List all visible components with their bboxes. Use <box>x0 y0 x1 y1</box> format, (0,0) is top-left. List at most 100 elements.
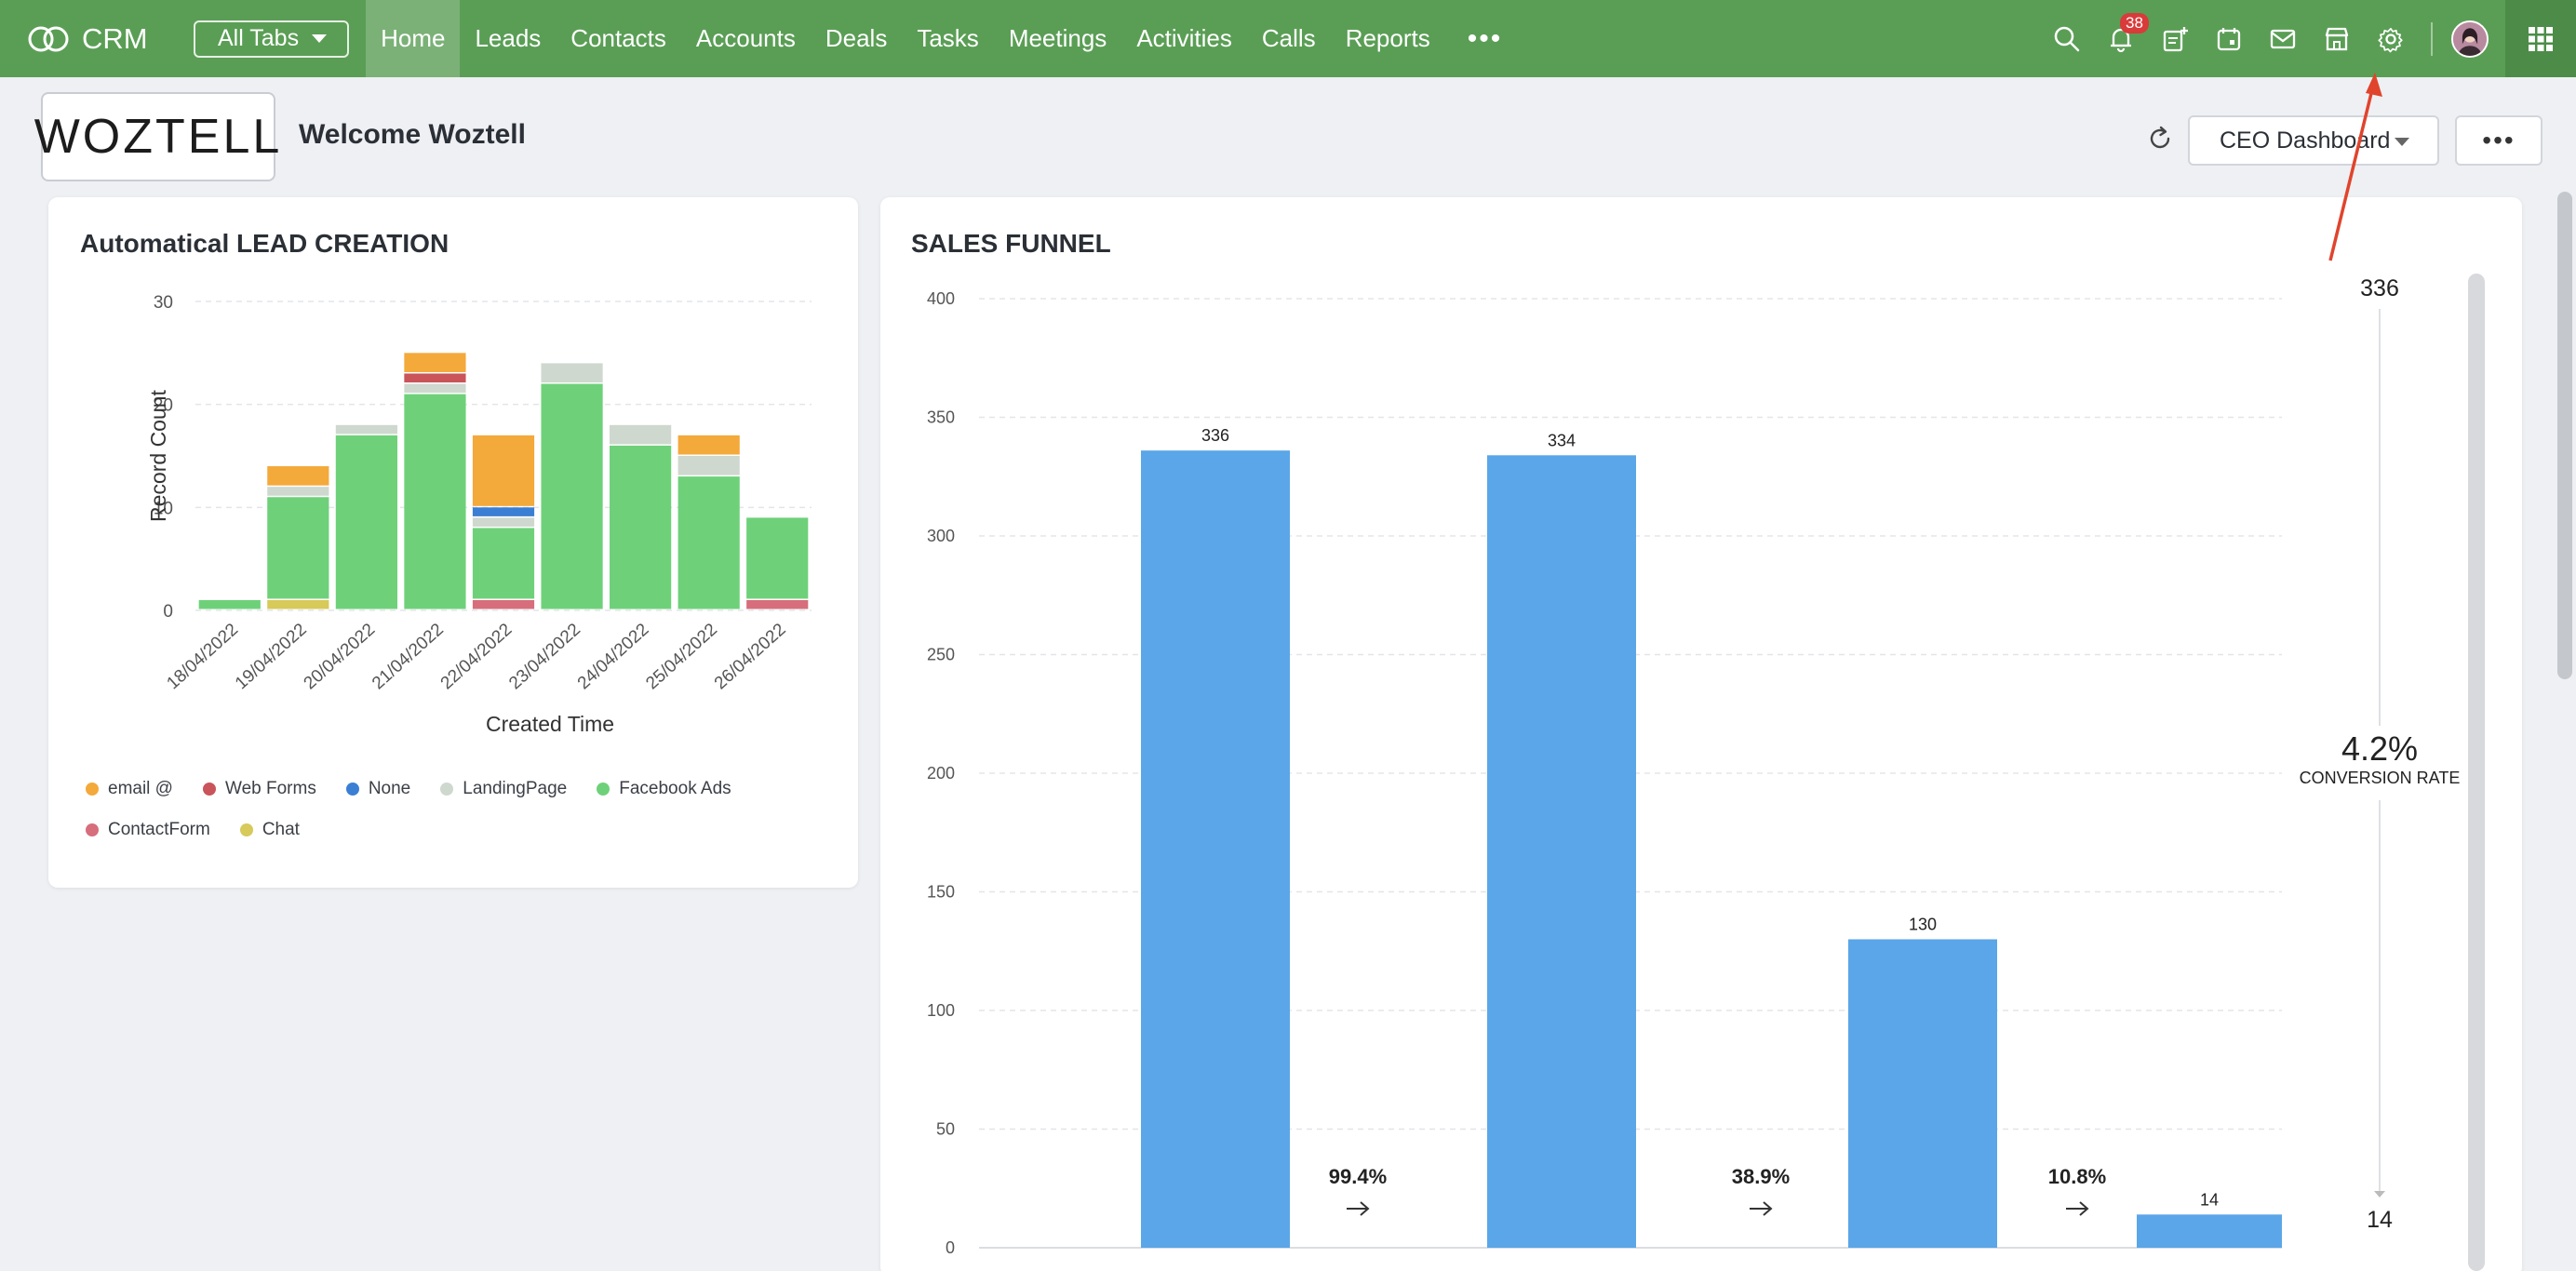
tab-reports[interactable]: Reports <box>1345 24 1430 52</box>
quick-create-button[interactable] <box>2148 0 2202 77</box>
bar-segment[interactable] <box>472 528 535 599</box>
legend-item[interactable]: Chat <box>239 820 300 840</box>
legend-row: ContactForm Chat <box>86 809 830 850</box>
bar-segment[interactable] <box>746 599 809 609</box>
all-tabs-dropdown[interactable]: All Tabs <box>194 20 350 58</box>
x-tick-label: 18/04/2022 <box>163 620 242 693</box>
bar-segment[interactable] <box>472 599 535 609</box>
bar-value-label: 334 <box>1548 431 1576 449</box>
legend-label: Chat <box>262 820 300 839</box>
bar-segment[interactable] <box>472 435 535 506</box>
arrow-right-icon <box>1750 1201 1773 1216</box>
legend-item[interactable]: LandingPage <box>440 779 567 799</box>
funnel-bottom-value: 14 <box>2367 1207 2393 1233</box>
x-tick-label: 24/04/2022 <box>574 620 653 693</box>
legend-item[interactable]: Web Forms <box>202 779 316 799</box>
bar-value-label: 130 <box>1909 916 1937 934</box>
funnel-top-value: 336 <box>2360 275 2399 301</box>
bar-segment[interactable] <box>198 599 261 609</box>
y-tick-label: 0 <box>946 1238 955 1257</box>
conversion-rate-label: CONVERSION RATE <box>2300 769 2461 787</box>
bar-segment[interactable] <box>678 435 740 455</box>
bar-segment[interactable] <box>267 466 329 486</box>
tab-activities[interactable]: Activities <box>1136 24 1232 52</box>
apps-grid-icon <box>2529 26 2553 51</box>
funnel-bar[interactable] <box>2137 1214 2282 1248</box>
tab-leads[interactable]: Leads <box>475 24 542 52</box>
legend-swatch <box>86 783 99 796</box>
funnel-bar[interactable] <box>1141 450 1290 1248</box>
tab-contacts[interactable]: Contacts <box>570 24 666 52</box>
apps-grid-button[interactable] <box>2505 0 2576 77</box>
bar-segment[interactable] <box>335 435 397 609</box>
y-tick-label: 300 <box>927 527 955 545</box>
bar-segment[interactable] <box>267 497 329 599</box>
bar-segment[interactable] <box>610 445 672 609</box>
bar-segment[interactable] <box>472 507 535 516</box>
bar-segment[interactable] <box>610 424 672 445</box>
notifications-button[interactable]: 38 <box>2094 0 2149 77</box>
chevron-down-icon <box>2395 138 2409 146</box>
bar-segment[interactable] <box>746 517 809 599</box>
y-tick-label: 250 <box>927 646 955 664</box>
user-avatar[interactable] <box>2451 20 2489 58</box>
tab-accounts[interactable]: Accounts <box>695 24 796 52</box>
bar-segment[interactable] <box>541 383 603 609</box>
dashboard-more-button[interactable]: ••• <box>2455 115 2542 166</box>
store-icon <box>2325 27 2349 50</box>
funnel-bar[interactable] <box>1487 455 1636 1248</box>
crm-brand[interactable]: CRM <box>26 22 166 56</box>
legend-item[interactable]: None <box>345 779 410 799</box>
page-scrollbar[interactable] <box>2557 192 2572 679</box>
legend-swatch <box>86 823 99 836</box>
conversion-rate-value: 4.2% <box>2341 729 2418 768</box>
legend-label: ContactForm <box>108 820 210 839</box>
bar-segment[interactable] <box>404 373 466 383</box>
tab-home[interactable]: Home <box>366 0 461 77</box>
bar-segment[interactable] <box>678 476 740 609</box>
legend-label: Web Forms <box>224 779 316 798</box>
nav-actions: 38 <box>2040 0 2576 77</box>
bar-segment[interactable] <box>404 394 466 609</box>
legend-label: email @ <box>108 779 173 798</box>
module-tabs: Home Leads Contacts Accounts Deals Tasks Meeti… <box>366 0 1445 77</box>
settings-button[interactable] <box>2364 0 2418 77</box>
bar-value-label: 336 <box>1201 426 1229 445</box>
legend-item[interactable]: ContactForm <box>86 820 210 840</box>
tab-tasks[interactable]: Tasks <box>917 24 979 52</box>
bar-segment[interactable] <box>335 424 397 435</box>
bar-segment[interactable] <box>404 383 466 394</box>
legend-swatch <box>345 783 359 796</box>
avatar-icon <box>2453 21 2487 56</box>
tab-calls[interactable]: Calls <box>1261 24 1316 52</box>
calendar-button[interactable] <box>2202 0 2256 77</box>
dashboard-select[interactable]: CEO Dashboard <box>2188 115 2439 166</box>
bar-segment[interactable] <box>541 363 603 383</box>
funnel-bar[interactable] <box>1848 939 1997 1249</box>
bar-segment[interactable] <box>267 599 329 609</box>
gear-icon <box>2378 27 2403 52</box>
tab-meetings[interactable]: Meetings <box>1008 24 1107 52</box>
legend-item[interactable]: Facebook Ads <box>597 779 731 799</box>
tab-deals[interactable]: Deals <box>825 24 888 52</box>
marketplace-button[interactable] <box>2310 0 2364 77</box>
company-logo[interactable]: WOZTELL <box>34 92 279 181</box>
legend-item[interactable]: email @ <box>86 779 173 799</box>
search-icon <box>2054 26 2080 51</box>
arrow-right-icon <box>1347 1201 1370 1216</box>
nav-divider <box>2431 21 2433 56</box>
legend-swatch <box>239 823 253 836</box>
stage-conversion-label: 38.9% <box>1732 1165 1790 1188</box>
widget-scrollbar[interactable] <box>2468 274 2485 1271</box>
refresh-icon[interactable] <box>2144 123 2176 154</box>
bar-segment[interactable] <box>472 517 535 527</box>
x-tick-label: 23/04/2022 <box>505 620 584 693</box>
bar-segment[interactable] <box>267 487 329 496</box>
bar-segment[interactable] <box>678 456 740 475</box>
more-tabs-button[interactable]: ••• <box>1467 22 1503 54</box>
app-name: CRM <box>82 21 148 55</box>
bar-segment[interactable] <box>404 353 466 372</box>
search-button[interactable] <box>2040 0 2094 77</box>
mail-button[interactable] <box>2256 0 2310 77</box>
x-tick-label: 21/04/2022 <box>369 620 448 693</box>
